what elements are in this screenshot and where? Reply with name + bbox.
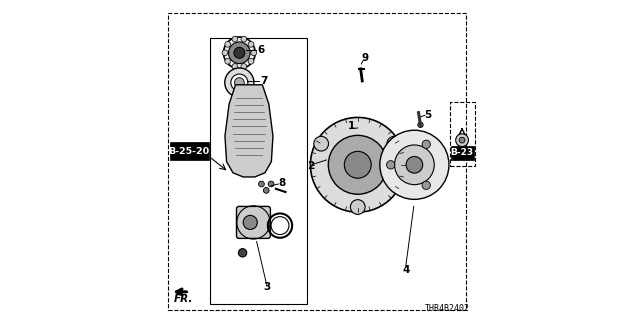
Circle shape [387, 161, 395, 169]
Circle shape [387, 136, 402, 151]
Circle shape [264, 188, 269, 193]
Circle shape [234, 78, 244, 87]
Circle shape [418, 122, 423, 127]
Text: 1: 1 [348, 121, 355, 132]
Circle shape [259, 181, 264, 187]
Circle shape [234, 47, 245, 58]
Text: B-25-20: B-25-20 [168, 147, 210, 156]
Circle shape [232, 64, 238, 69]
Text: 3: 3 [263, 282, 270, 292]
Text: THR4B2402: THR4B2402 [425, 304, 470, 313]
Circle shape [406, 156, 423, 173]
Circle shape [225, 68, 254, 97]
Circle shape [394, 145, 434, 185]
Text: 8: 8 [278, 178, 286, 188]
Circle shape [328, 135, 387, 194]
Circle shape [232, 36, 238, 42]
Polygon shape [225, 85, 273, 177]
Circle shape [239, 249, 247, 257]
Text: 4: 4 [402, 265, 410, 276]
Circle shape [351, 200, 365, 214]
Circle shape [251, 50, 257, 56]
Circle shape [228, 42, 250, 64]
Text: 6: 6 [258, 45, 265, 55]
Text: FR.: FR. [173, 294, 193, 304]
Circle shape [248, 42, 254, 47]
Text: B-23: B-23 [451, 148, 474, 157]
Circle shape [223, 37, 255, 69]
Circle shape [241, 36, 246, 42]
Circle shape [460, 137, 465, 143]
Text: 5: 5 [424, 109, 432, 120]
FancyBboxPatch shape [170, 142, 209, 160]
FancyBboxPatch shape [237, 206, 270, 238]
Circle shape [241, 64, 246, 69]
Circle shape [268, 181, 274, 187]
Circle shape [314, 136, 328, 151]
Circle shape [222, 50, 228, 56]
Text: 7: 7 [260, 76, 268, 86]
Circle shape [243, 215, 257, 229]
Text: 9: 9 [361, 53, 369, 63]
Circle shape [310, 117, 405, 212]
Circle shape [225, 58, 230, 64]
Circle shape [422, 181, 431, 189]
Circle shape [225, 42, 230, 47]
Circle shape [380, 130, 449, 199]
Circle shape [422, 140, 431, 148]
Circle shape [248, 58, 254, 64]
Text: 2: 2 [307, 161, 314, 171]
Circle shape [456, 134, 468, 147]
FancyBboxPatch shape [451, 146, 474, 160]
Circle shape [344, 151, 371, 178]
Circle shape [231, 74, 248, 91]
